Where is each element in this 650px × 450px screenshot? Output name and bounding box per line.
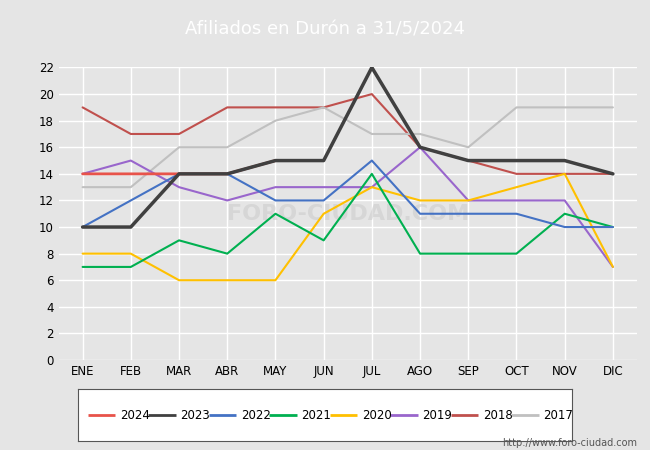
Text: 2023: 2023 <box>181 409 210 422</box>
Text: 2018: 2018 <box>483 409 513 422</box>
Text: 2022: 2022 <box>241 409 271 422</box>
Text: FORO-CIUDAD.COM: FORO-CIUDAD.COM <box>227 204 469 224</box>
Text: Afiliados en Durón a 31/5/2024: Afiliados en Durón a 31/5/2024 <box>185 20 465 38</box>
Text: 2017: 2017 <box>543 409 573 422</box>
Text: 2020: 2020 <box>362 409 392 422</box>
Text: 2024: 2024 <box>120 409 150 422</box>
Text: 2021: 2021 <box>302 409 332 422</box>
Text: http://www.foro-ciudad.com: http://www.foro-ciudad.com <box>502 438 637 448</box>
Text: 2019: 2019 <box>422 409 452 422</box>
